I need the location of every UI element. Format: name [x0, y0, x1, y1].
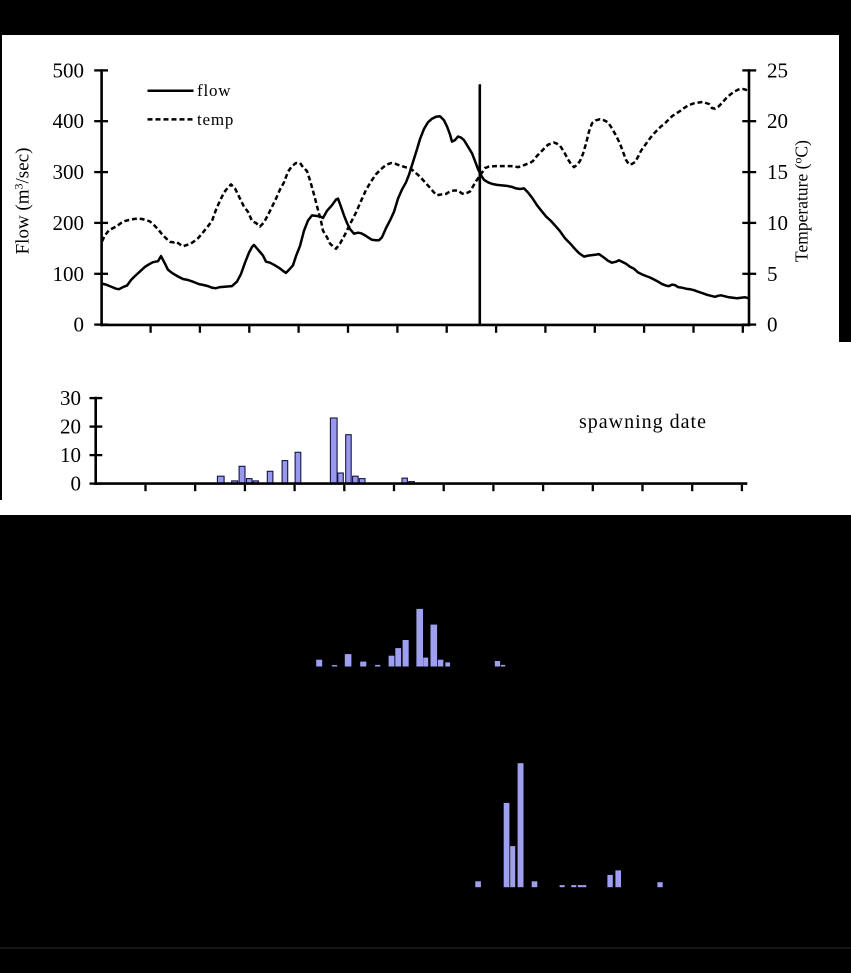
- svg-text:30: 30: [60, 386, 81, 410]
- svg-text:200: 200: [53, 211, 85, 235]
- svg-text:10: 10: [60, 443, 81, 467]
- svg-text:100: 100: [53, 262, 85, 286]
- svg-text:400: 400: [53, 109, 85, 133]
- svg-text:Temperature (oC): Temperature (oC): [791, 140, 812, 262]
- svg-text:0: 0: [74, 313, 85, 337]
- svg-text:20: 20: [767, 109, 788, 133]
- svg-text:10: 10: [767, 211, 788, 235]
- svg-text:5: 5: [767, 262, 778, 286]
- svg-text:spawning date: spawning date: [579, 411, 707, 433]
- svg-text:0: 0: [767, 313, 778, 337]
- svg-text:flow: flow: [197, 81, 231, 100]
- svg-text:Flow (m3/sec): Flow (m3/sec): [12, 148, 34, 255]
- svg-text:300: 300: [53, 160, 85, 184]
- svg-text:15: 15: [767, 160, 788, 184]
- svg-text:20: 20: [60, 415, 81, 439]
- svg-text:temp: temp: [197, 110, 234, 129]
- svg-text:500: 500: [53, 58, 85, 82]
- svg-text:0: 0: [71, 472, 82, 496]
- svg-text:25: 25: [767, 58, 788, 82]
